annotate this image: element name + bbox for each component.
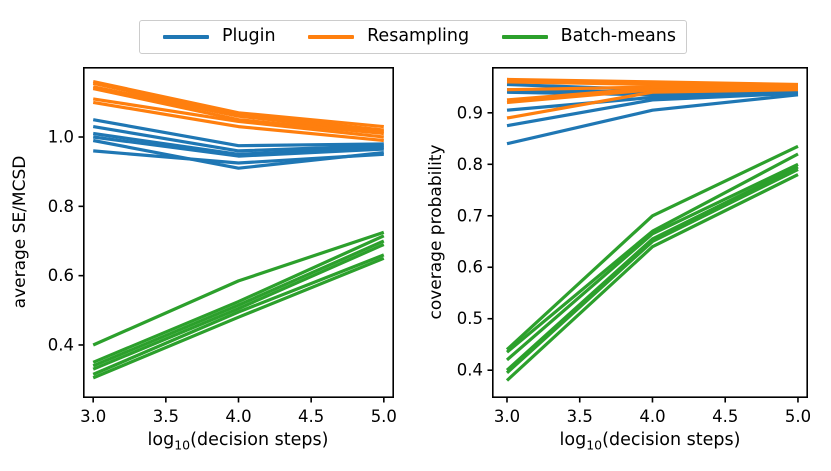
resampling-line — [506, 80, 799, 88]
plugin-line — [93, 149, 384, 165]
y-tick-label: 0.9 — [457, 103, 483, 122]
legend-label-resampling: Resampling — [367, 26, 470, 47]
right-y-axis-label: coverage probability — [426, 144, 446, 320]
batch-means-line — [92, 230, 385, 347]
x-tick-label: 5.0 — [371, 407, 397, 426]
legend: Plugin Resampling Batch-means — [139, 20, 687, 54]
left-x-axis-label-suffix: (decision steps) — [190, 429, 329, 450]
resampling-line — [92, 100, 384, 143]
legend-swatch-batch-means — [501, 35, 548, 39]
batch-means-line — [92, 256, 385, 380]
x-tick-label: 5.0 — [785, 407, 811, 426]
x-tick-label: 4.0 — [225, 407, 251, 426]
batch-means-line — [505, 165, 799, 372]
y-tick-label: 0.4 — [457, 361, 483, 380]
batch-means-line — [92, 253, 385, 376]
plugin-line — [506, 93, 799, 146]
x-tick-label: 4.0 — [639, 407, 665, 426]
batch-means-line — [505, 173, 799, 382]
y-tick-label: 0.7 — [457, 206, 483, 225]
legend-item-batch-means: Batch-means — [501, 26, 676, 47]
batch-means-line — [505, 167, 799, 374]
y-tick-label: 0.8 — [457, 155, 483, 174]
y-tick-label: 0.8 — [48, 197, 74, 216]
x-tick-label: 3.0 — [80, 407, 106, 426]
resampling-line — [92, 80, 384, 129]
legend-label-plugin: Plugin — [222, 26, 276, 47]
right-plot-canvas: 3.0 3.5 4.0 4.5 5.0 0.4 0.5 0.6 0.7 0.8 0.9 — [457, 67, 811, 426]
left-plot-canvas: 3.0 3.5 4.0 4.5 5.0 0.4 0.6 0.8 1.0 — [48, 67, 397, 426]
right-x-axis-label-suffix: (decision steps) — [602, 429, 741, 450]
resampling-line — [92, 85, 384, 134]
plugin-line — [92, 135, 384, 158]
y-tick-label: 0.6 — [457, 258, 483, 277]
y-tick-label: 0.5 — [457, 309, 483, 328]
plot-frame — [83, 67, 394, 398]
plugin-line — [92, 118, 384, 148]
right-x-axis-label-prefix: log — [559, 429, 587, 450]
batch-means-line — [505, 144, 799, 351]
resampling-line — [506, 77, 799, 87]
legend-swatch-resampling — [308, 35, 355, 39]
legend-swatch-plugin — [163, 35, 209, 39]
plugin-line — [92, 125, 384, 153]
legend-item-resampling: Resampling — [308, 28, 469, 46]
resampling-line — [506, 88, 799, 120]
batch-means-line — [505, 162, 799, 362]
batch-means-line — [92, 234, 385, 364]
x-tick-label: 4.5 — [298, 407, 324, 426]
legend-item-plugin: Plugin — [163, 28, 276, 46]
left-x-axis-label-sub: 10 — [174, 437, 191, 453]
x-tick-label: 3.0 — [494, 407, 520, 426]
resampling-line — [92, 86, 384, 136]
y-tick-label: 0.6 — [48, 266, 74, 285]
left-x-axis-label-prefix: log — [147, 429, 175, 450]
right-x-axis-label-sub: 10 — [586, 437, 603, 453]
x-tick-label: 4.5 — [712, 407, 738, 426]
resampling-line — [92, 97, 384, 139]
resampling-line — [92, 81, 384, 132]
right-x-axis-label: log10(decision steps) — [560, 430, 741, 453]
plot-frame — [492, 67, 808, 398]
plugin-line — [506, 91, 799, 128]
batch-means-line — [92, 243, 385, 371]
y-tick-label: 0.4 — [48, 335, 74, 354]
left-y-axis-label: average SE/MCSD — [10, 155, 30, 309]
x-tick-label: 3.5 — [567, 407, 593, 426]
batch-means-line — [92, 239, 385, 368]
plugin-line — [92, 131, 384, 156]
x-tick-label: 3.5 — [153, 407, 179, 426]
left-x-axis-label: log10(decision steps) — [148, 430, 329, 453]
y-tick-label: 1.0 — [48, 128, 74, 147]
batch-means-line — [505, 152, 799, 354]
legend-label-batch-means: Batch-means — [560, 26, 676, 47]
